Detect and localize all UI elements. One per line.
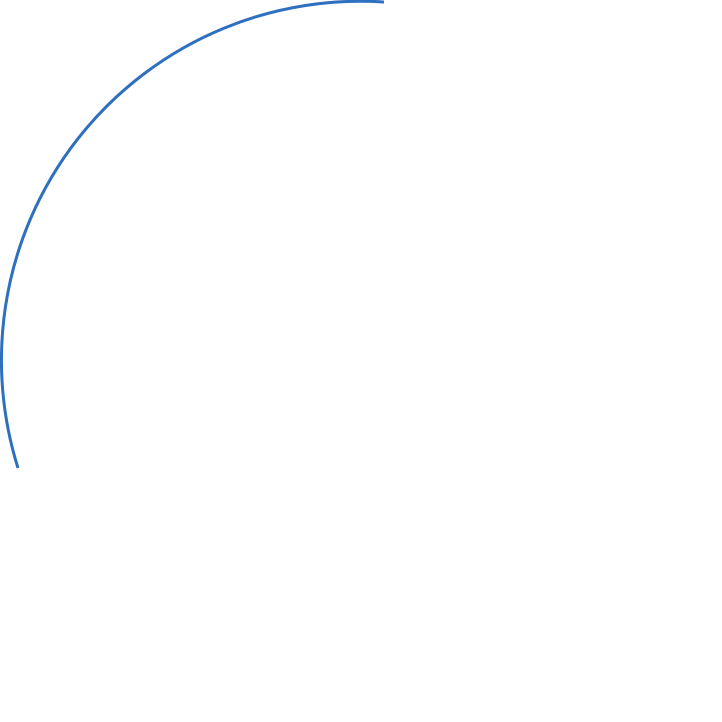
blue-arc	[0, 0, 385, 469]
